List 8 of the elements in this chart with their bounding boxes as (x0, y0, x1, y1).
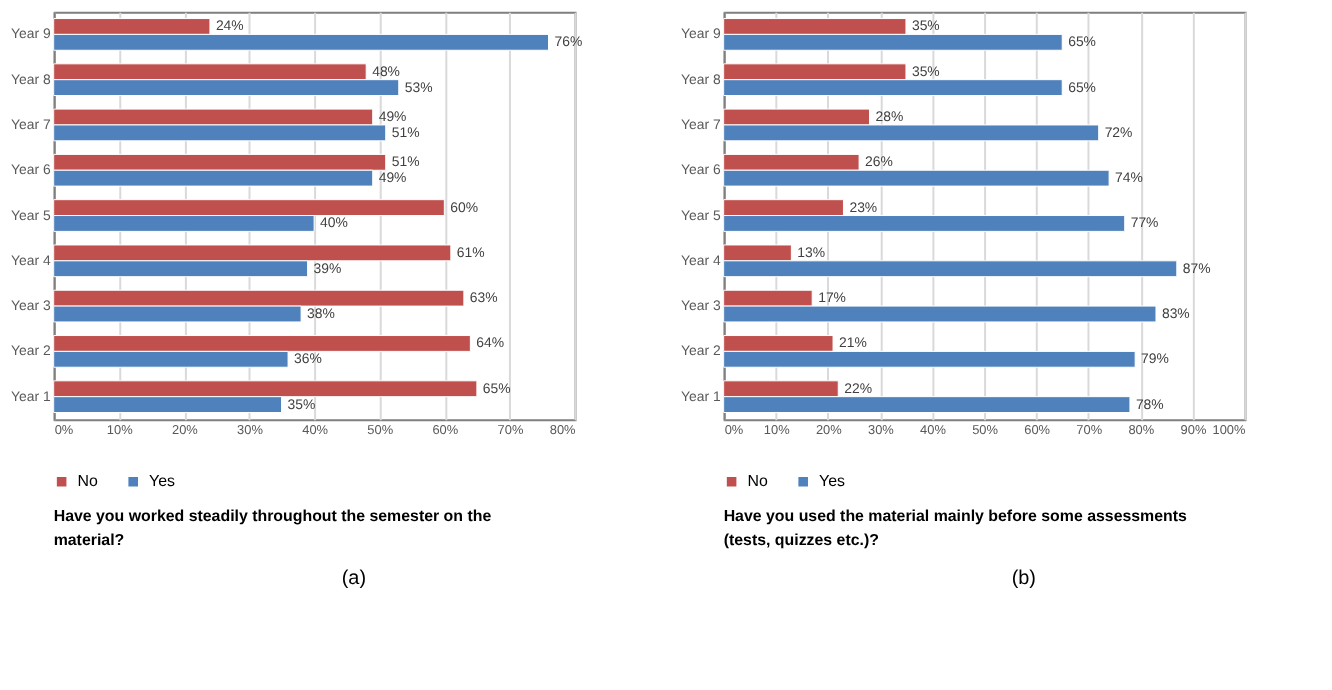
text: Have you worked steadily throughout the semester on the material? (53, 506, 493, 549)
text: (a) (341, 568, 367, 591)
legend-label: No (77, 471, 99, 490)
text: Have you used the material mainly before some assessments (tests, quizzes etc.)? (723, 506, 1189, 549)
text: (b) (1011, 568, 1037, 591)
legend-label: Yes (149, 471, 176, 490)
legend-label: Yes (819, 471, 846, 490)
legend-label: No (747, 471, 769, 490)
